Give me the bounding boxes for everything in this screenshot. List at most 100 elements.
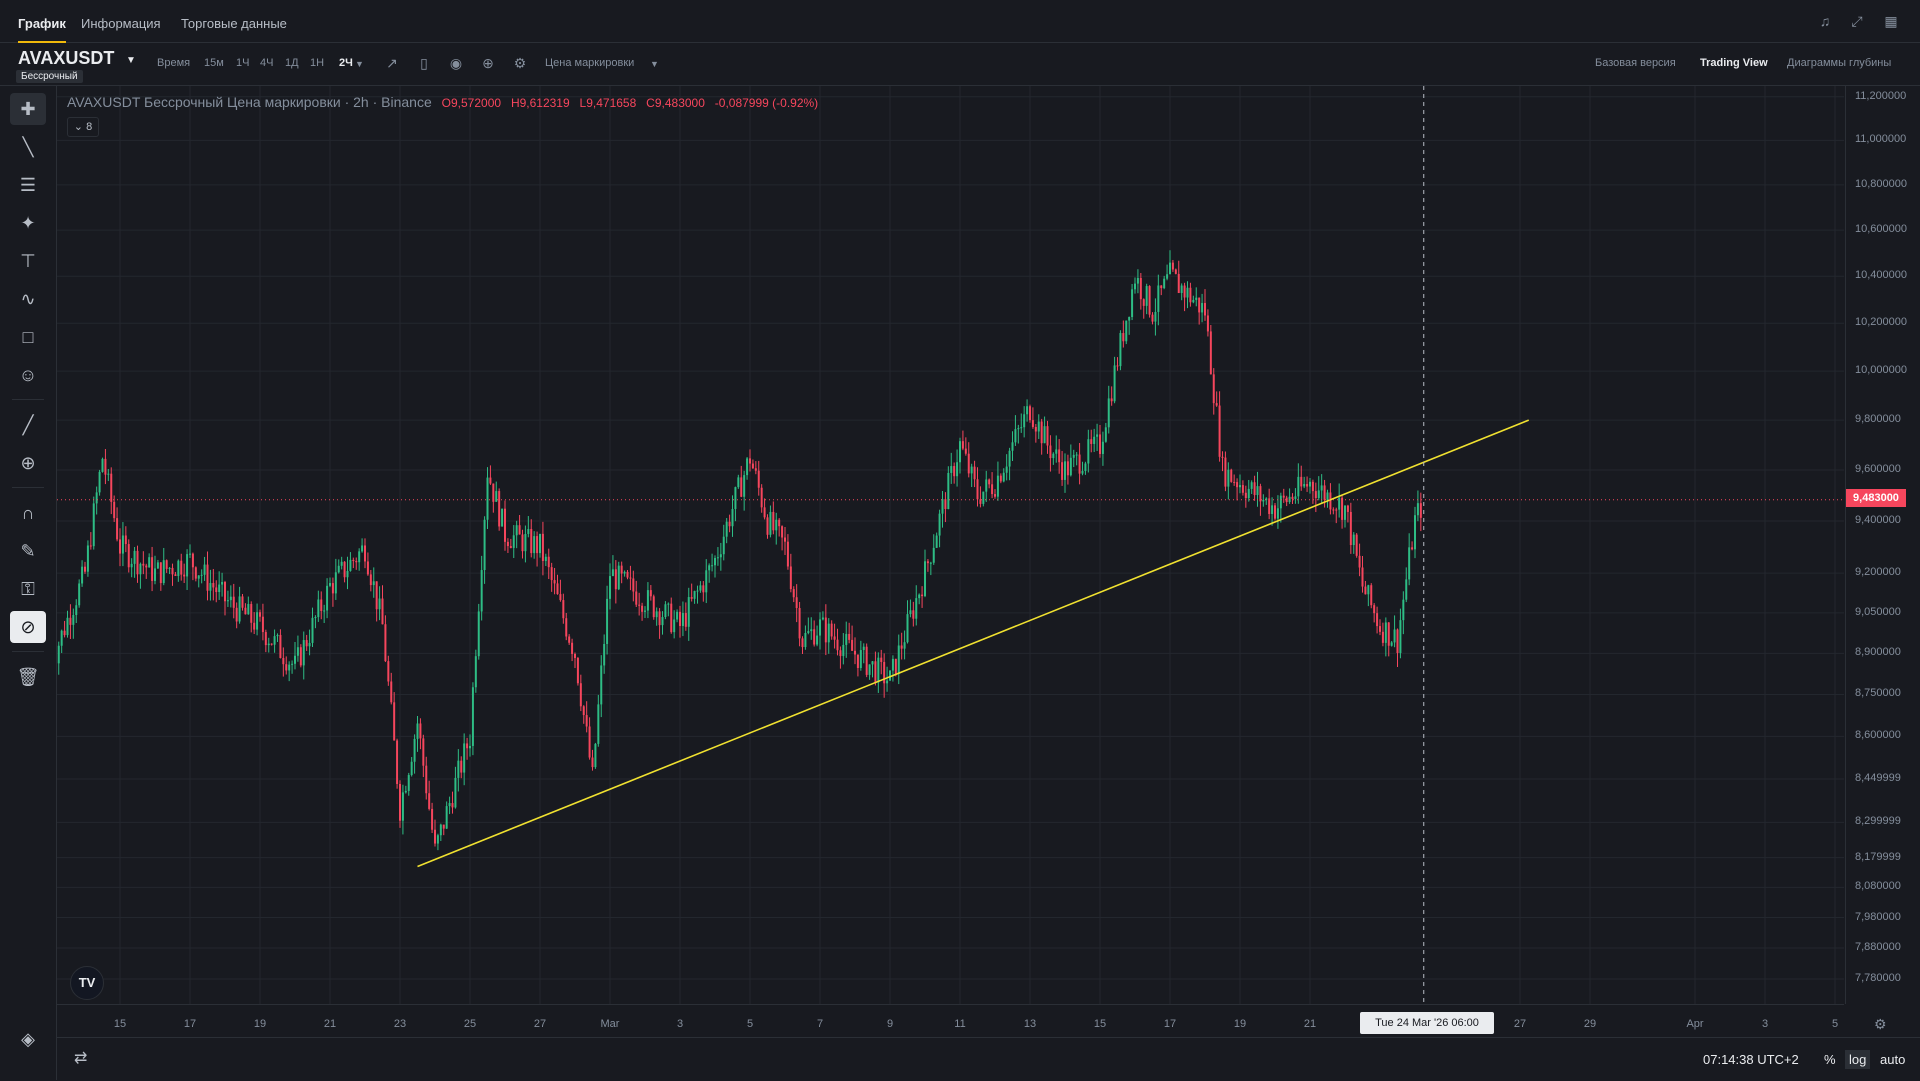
grid-layout-icon[interactable]: ▦ [1884, 13, 1898, 29]
candle-body [687, 597, 690, 627]
candle-body [285, 664, 288, 671]
drawing-toolbar: ✚ ╲ ☰ ✦ ⊤ ∿ □ ☺ ╱ ⊕ ∩ ✎ ⚿ ⊘ 🗑 ◈ [0, 86, 57, 1080]
layers-icon[interactable]: ◈ [21, 1029, 35, 1049]
candle-body [731, 509, 734, 527]
candle-body [670, 603, 673, 633]
time-label[interactable]: Время [157, 57, 191, 69]
candle-body [953, 466, 956, 477]
candle-body [86, 545, 89, 572]
percent-toggle[interactable]: % [1824, 1052, 1836, 1067]
emoji-icon[interactable]: ☺ [18, 365, 38, 385]
candle-body [915, 598, 918, 619]
candle-body [609, 576, 611, 599]
candles-icon[interactable]: ▯ [420, 55, 428, 71]
candle-body [754, 468, 757, 471]
candle-body [291, 663, 294, 665]
interval-4h[interactable]: 4Ч [260, 57, 274, 69]
comment-icon[interactable]: □ [22, 327, 34, 347]
candle-body [1177, 273, 1180, 294]
candle-body [737, 477, 740, 488]
brush-icon[interactable]: ∿ [20, 289, 36, 309]
candle-body [509, 546, 512, 548]
tab-trading-data[interactable]: Торговые данные [181, 16, 287, 31]
symbol-selector[interactable]: AVAXUSDT [18, 48, 115, 68]
divider [12, 399, 44, 400]
candle-body [521, 534, 524, 552]
candle-body [959, 441, 961, 463]
time-tick-label: 11 [954, 1018, 966, 1030]
price-tick-label: 8,750000 [1855, 687, 1901, 700]
date-range-icon[interactable]: ⇄ [74, 1050, 88, 1067]
interval-15m[interactable]: 15м [204, 57, 224, 69]
pattern-icon[interactable]: ✦ [20, 213, 36, 233]
candle-body [988, 479, 991, 485]
candle-body [264, 632, 267, 646]
candle-body [897, 645, 900, 674]
time-tick-label: 19 [1233, 1018, 1247, 1030]
price-chart[interactable] [57, 86, 1844, 1004]
trash-icon[interactable]: 🗑 [16, 667, 40, 687]
hide-drawings-icon[interactable]: ⊘ [10, 611, 46, 643]
candle-body [1247, 488, 1250, 499]
candle-body [603, 643, 606, 666]
bell-icon[interactable]: ♫ [1819, 13, 1831, 29]
add-indicator-icon[interactable]: ⊕ [482, 55, 494, 71]
price-axis[interactable] [1845, 86, 1920, 1004]
collapse-icon[interactable]: ⤢ [1851, 13, 1863, 29]
tab-info[interactable]: Информация [81, 16, 161, 31]
candle-body [1244, 492, 1247, 499]
auto-toggle[interactable]: auto [1880, 1052, 1906, 1067]
candle-body [574, 653, 576, 658]
tab-chart[interactable]: График [18, 16, 66, 43]
candle-body [95, 492, 98, 504]
projection-icon[interactable]: ⊤ [20, 251, 36, 271]
zoom-in-icon[interactable]: ⊕ [20, 453, 36, 473]
candle-body [880, 657, 883, 662]
view-depth[interactable]: Диаграммы глубины [1787, 57, 1892, 69]
candle-body [851, 639, 854, 651]
log-toggle[interactable]: log [1845, 1050, 1871, 1069]
lock-drawing-icon[interactable]: ✎ [20, 541, 36, 561]
magnet-icon[interactable]: ∩ [21, 503, 35, 523]
ruler-icon[interactable]: ╱ [22, 415, 34, 435]
interval-1d[interactable]: 1Д [285, 57, 299, 69]
candle-body [533, 536, 536, 554]
camera-icon[interactable]: ◉ [449, 55, 463, 71]
price-tick-label: 10,200000 [1855, 316, 1907, 329]
view-tradingview[interactable]: Trading View [1700, 57, 1768, 69]
candle-body [594, 743, 597, 768]
candle-body [877, 657, 880, 683]
candle-body [1419, 503, 1422, 518]
candle-body [786, 541, 789, 567]
candle-body [253, 622, 256, 630]
crosshair-icon[interactable]: ✚ [10, 93, 46, 125]
time-axis[interactable] [57, 1004, 1844, 1037]
chevron-down-icon[interactable]: ▼ [126, 55, 136, 66]
view-basic[interactable]: Базовая версия [1595, 57, 1676, 69]
candle-body [302, 640, 305, 666]
candle-body [501, 508, 504, 527]
indicator-toggle[interactable]: ⌄ 8 [67, 117, 99, 137]
interval-1w[interactable]: 1Н [310, 57, 325, 69]
candle-body [626, 571, 629, 578]
candle-body [865, 646, 868, 675]
chevron-down-icon[interactable]: ▼ [355, 59, 364, 69]
candle-body [859, 650, 862, 668]
candle-body [177, 560, 180, 576]
candle-body [1323, 485, 1326, 500]
horizontal-lines-icon[interactable]: ☰ [19, 175, 37, 195]
candle-body [886, 680, 889, 684]
settings-icon[interactable]: ⚙ [513, 55, 527, 71]
candle-body [1011, 442, 1014, 451]
axis-settings-icon[interactable]: ⚙ [1874, 1016, 1887, 1032]
chevron-down-icon[interactable]: ▼ [650, 59, 659, 69]
legend-low: L9,471658 [579, 96, 637, 110]
chart-type-icon[interactable]: ↗ [386, 55, 398, 71]
lock-icon[interactable]: ⚿ [21, 579, 35, 599]
candle-body [775, 519, 778, 531]
trend-line-icon[interactable]: ╲ [22, 137, 34, 157]
price-type-select[interactable]: Цена маркировки [545, 57, 635, 69]
interval-1h[interactable]: 1Ч [236, 57, 250, 69]
clock[interactable]: 07:14:38 UTC+2 [1703, 1052, 1799, 1067]
interval-2h[interactable]: 2Ч [339, 57, 353, 69]
